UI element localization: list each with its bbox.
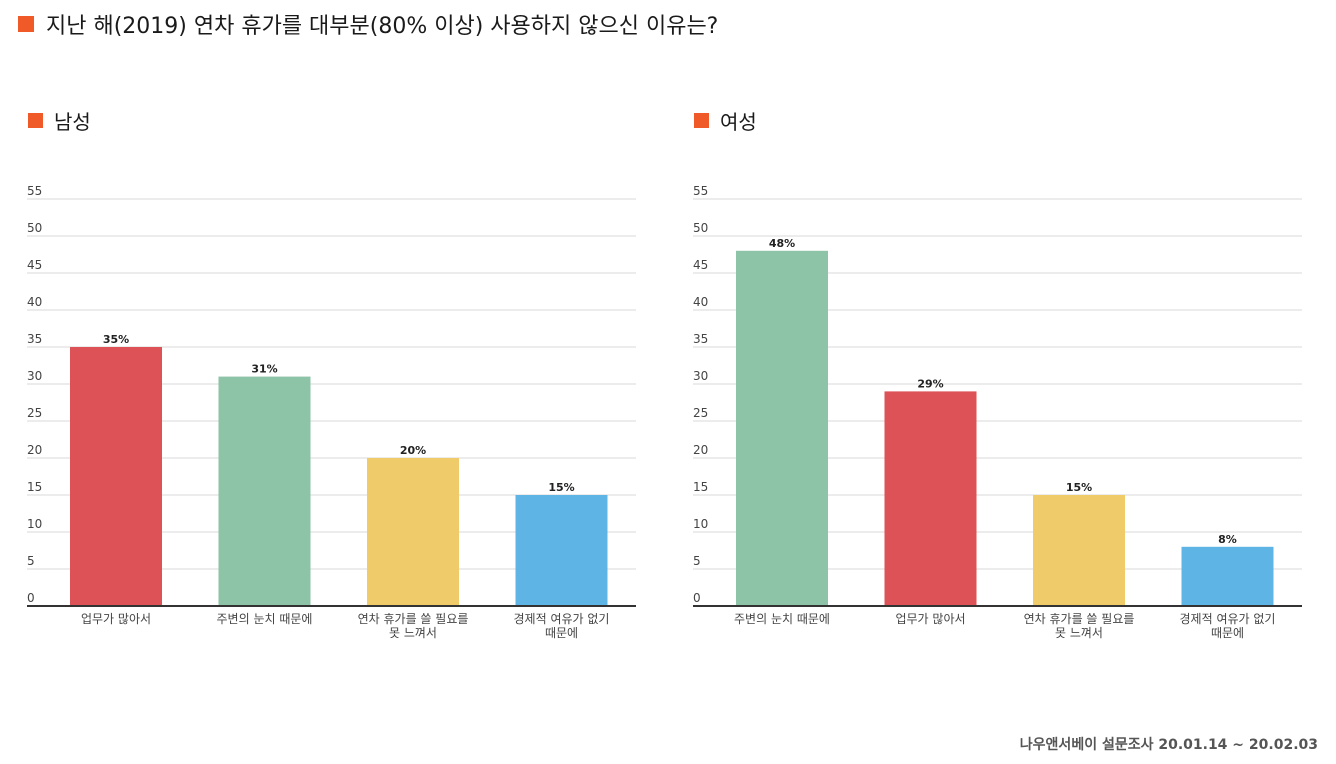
female-data-label: 29% <box>917 377 943 390</box>
female-y-tick-label: 45 <box>693 258 708 272</box>
male-y-tick-label: 35 <box>27 332 42 346</box>
male-data-label: 15% <box>548 481 574 494</box>
title-marker-icon <box>18 16 34 32</box>
female-y-tick-label: 55 <box>693 184 708 198</box>
male-data-label: 35% <box>103 333 129 346</box>
female-y-tick-label: 0 <box>693 591 701 605</box>
female-y-tick-label: 25 <box>693 406 708 420</box>
female-x-tick-label: 연차 휴가를 쓸 필요를 <box>1024 612 1135 626</box>
male-y-tick-label: 40 <box>27 295 42 309</box>
female-y-tick-label: 35 <box>693 332 708 346</box>
female-x-tick-label: 주변의 눈치 때문에 <box>734 612 830 626</box>
male-bar-chart: 0 5 10 15 20 25 30 35 40 45 50 55 35% 업무가 많아서 31% 주변의 눈… <box>27 184 636 640</box>
female-bar <box>736 250 828 607</box>
male-data-label: 31% <box>251 363 277 376</box>
female-x-tick-label: 때문에 <box>1211 626 1244 640</box>
female-data-label: 8% <box>1218 533 1237 546</box>
male-chart-title-text: 남성 <box>54 110 91 134</box>
female-y-tick-label: 15 <box>693 480 708 494</box>
male-y-tick-label: 10 <box>27 517 42 531</box>
female-data-label: 48% <box>769 237 795 250</box>
male-chart-title: 남성 <box>28 106 91 135</box>
male-bar <box>218 376 311 606</box>
female-data-label: 15% <box>1066 481 1092 494</box>
female-y-tick-label: 50 <box>693 221 708 235</box>
page-title: 지난 해(2019) 연차 휴가를 대부분(80% 이상) 사용하지 않으신 이… <box>18 8 718 40</box>
male-bar <box>515 495 608 606</box>
male-bar <box>367 458 459 606</box>
male-y-tick-label: 20 <box>27 443 42 457</box>
male-bar <box>70 347 162 606</box>
male-x-tick-label: 연차 휴가를 쓸 필요를 <box>358 612 469 626</box>
male-x-tick-label: 때문에 <box>545 626 578 640</box>
male-title-marker-icon <box>28 113 43 128</box>
male-y-tick-label: 5 <box>27 554 35 568</box>
page-title-text: 지난 해(2019) 연차 휴가를 대부분(80% 이상) 사용하지 않으신 이… <box>46 14 719 39</box>
female-bar <box>1033 495 1125 606</box>
female-y-tick-label: 20 <box>693 443 708 457</box>
male-x-tick-label: 경제적 여유가 없기 <box>514 612 610 626</box>
female-y-tick-label: 10 <box>693 517 708 531</box>
survey-footer: 나우앤서베이 설문조사 20.01.14 ~ 20.02.03 <box>1019 737 1318 753</box>
female-chart-title-text: 여성 <box>720 110 757 134</box>
male-y-tick-label: 0 <box>27 591 35 605</box>
female-title-marker-icon <box>694 113 709 128</box>
female-bar <box>884 391 977 606</box>
male-x-tick-label: 못 느껴서 <box>389 626 437 640</box>
female-chart-title: 여성 <box>694 106 757 135</box>
female-y-tick-label: 30 <box>693 369 708 383</box>
male-y-tick-label: 25 <box>27 406 42 420</box>
female-bar-chart: 0 5 10 15 20 25 30 35 40 45 50 55 48% 주변의 눈치 때문에 29% 업무… <box>693 184 1302 640</box>
male-y-tick-label: 55 <box>27 184 42 198</box>
female-bar <box>1181 546 1274 606</box>
female-y-tick-label: 5 <box>693 554 701 568</box>
female-x-tick-label: 못 느껴서 <box>1055 626 1103 640</box>
male-x-tick-label: 업무가 많아서 <box>81 612 151 626</box>
female-x-tick-label: 경제적 여유가 없기 <box>1180 612 1276 626</box>
male-y-tick-label: 45 <box>27 258 42 272</box>
male-y-tick-label: 50 <box>27 221 42 235</box>
male-y-tick-label: 15 <box>27 480 42 494</box>
male-y-tick-label: 30 <box>27 369 42 383</box>
female-y-tick-label: 40 <box>693 295 708 309</box>
male-data-label: 20% <box>400 444 426 457</box>
female-x-tick-label: 업무가 많아서 <box>895 612 965 626</box>
male-x-tick-label: 주변의 눈치 때문에 <box>217 612 313 626</box>
